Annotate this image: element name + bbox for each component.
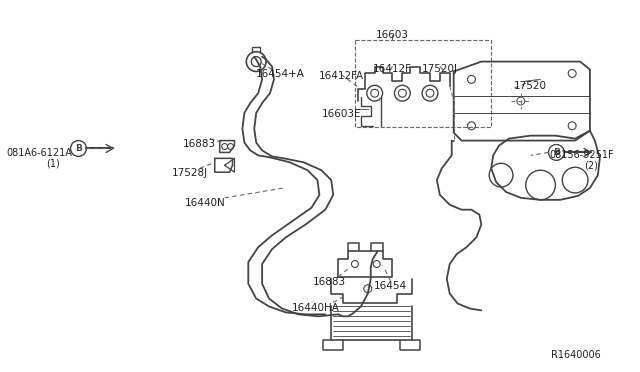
Text: 081A6-6121A: 081A6-6121A (6, 148, 72, 158)
Text: 16440HA: 16440HA (291, 302, 339, 312)
Text: R1640006: R1640006 (551, 350, 601, 360)
Text: 16883: 16883 (313, 277, 346, 287)
Text: 16883: 16883 (182, 139, 216, 148)
Text: B: B (553, 148, 560, 157)
Text: (2): (2) (584, 160, 598, 170)
Text: 16454: 16454 (374, 281, 407, 291)
Text: (1): (1) (46, 158, 60, 169)
Text: 17520J: 17520J (422, 64, 458, 74)
Text: 16454+A: 16454+A (255, 70, 305, 80)
Bar (355, 40, 492, 127)
Text: 16603E: 16603E (321, 109, 361, 119)
Text: 17520: 17520 (514, 81, 547, 92)
Text: B: B (75, 144, 82, 153)
Text: 08156-9251F: 08156-9251F (550, 150, 614, 160)
Text: 17528J: 17528J (172, 168, 208, 178)
Text: 16440N: 16440N (184, 198, 225, 208)
Text: 16603: 16603 (376, 30, 409, 40)
Text: 16412FA: 16412FA (319, 71, 364, 81)
Text: 16412F: 16412F (373, 64, 412, 74)
